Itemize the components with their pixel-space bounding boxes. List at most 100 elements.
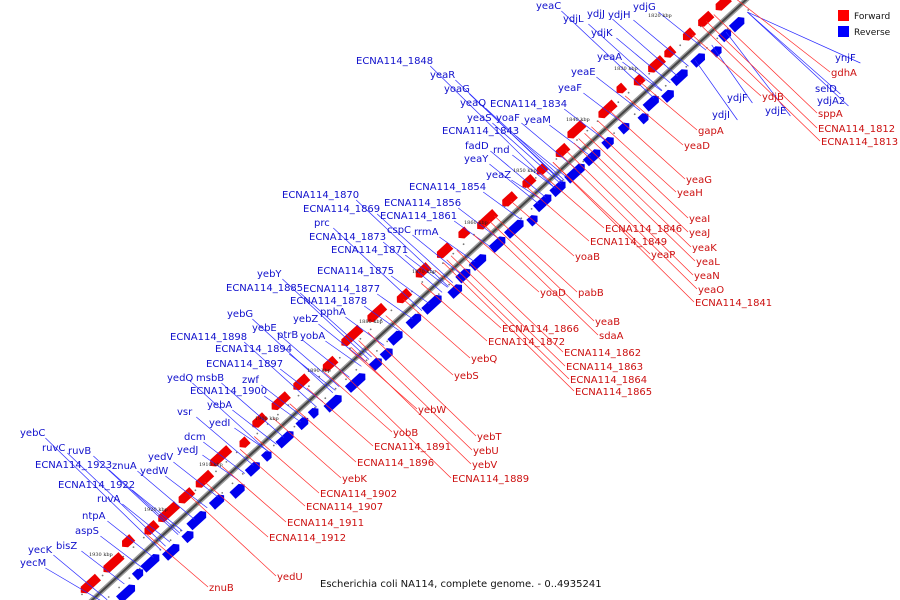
leader-line	[584, 132, 689, 233]
track-dot	[627, 91, 630, 94]
leader-line	[453, 220, 492, 248]
gene-label-yedu: yedU	[277, 572, 303, 583]
gene-label-ecna114-1878: ECNA114_1878	[290, 296, 367, 307]
track-dot	[132, 546, 135, 548]
track-dot	[169, 539, 172, 542]
leader-line	[345, 316, 385, 346]
legend-forward-label: Forward	[854, 12, 890, 22]
leader-line	[165, 475, 208, 509]
gene-label-znua: znuA	[112, 461, 137, 472]
gene-label-yebq: yebQ	[471, 354, 497, 365]
leader-line	[45, 567, 101, 600]
track-dot	[386, 340, 389, 343]
leader-line	[232, 409, 277, 445]
leader-line	[355, 199, 449, 287]
track-dot	[380, 319, 382, 321]
track-dot	[747, 9, 750, 11]
leader-line	[146, 534, 209, 588]
gene-label-yobb: yobB	[393, 428, 418, 439]
reverse-feature	[323, 394, 342, 413]
gene-label-yoab: yoaB	[575, 252, 600, 263]
track-dot	[520, 217, 523, 220]
gene-label-ydji: ydjI	[712, 110, 730, 121]
gene-label-yebc: yebC	[20, 428, 45, 439]
tick-label: 1840 kbp	[566, 117, 590, 123]
leader-line	[376, 293, 414, 320]
reverse-feature	[718, 29, 732, 43]
leader-line	[439, 236, 476, 263]
leader-line	[53, 554, 108, 600]
tick-label: 1830 kbp	[614, 66, 638, 72]
leader-line	[239, 449, 306, 507]
forward-feature	[477, 209, 499, 230]
gene-label-ecna114-1843: ECNA114_1843	[442, 126, 519, 137]
forward-feature	[633, 73, 646, 86]
gene-label-yebe: yebE	[252, 323, 277, 334]
gene-label-ruvb: ruvB	[68, 446, 91, 457]
gene-label-ecna114-1866: ECNA114_1866	[502, 324, 579, 335]
leader-line	[203, 441, 246, 474]
reverse-leader-lines	[45, 10, 861, 600]
track-dot	[128, 577, 131, 579]
reverse-feature	[208, 494, 225, 510]
gene-label-yeaj: yeaJ	[689, 228, 710, 239]
forward-feature	[252, 412, 269, 428]
forward-feature	[536, 163, 549, 175]
leader-line	[137, 470, 195, 520]
tick-label: 1860 kbp	[464, 220, 488, 226]
reverse-feature	[307, 408, 319, 419]
leader-line	[469, 93, 563, 183]
reverse-feature	[661, 89, 674, 103]
gene-label-gapa: gapA	[698, 126, 724, 137]
leader-line	[429, 65, 556, 189]
gene-label-ecna114-1865: ECNA114_1865	[575, 387, 652, 398]
gene-label-yeap: yeaP	[651, 250, 675, 261]
gene-label-yeah: yeaH	[677, 188, 703, 199]
leader-line	[560, 154, 698, 290]
reverse-feature	[261, 451, 272, 462]
leader-line	[93, 455, 179, 535]
gene-label-prc: prc	[314, 218, 330, 229]
gene-label-yeaq: yeaQ	[460, 98, 486, 109]
gene-label-ecna114-1900: ECNA114_1900	[190, 386, 267, 397]
reverse-feature	[162, 543, 180, 561]
gene-label-ydjh: ydjH	[608, 10, 631, 21]
leader-line	[318, 323, 367, 363]
track-dot	[633, 113, 636, 116]
leader-line	[382, 241, 443, 293]
tick-label: 1820 kbp	[648, 13, 672, 19]
leader-line	[457, 207, 500, 240]
leader-line	[552, 161, 695, 303]
forward-feature	[80, 573, 101, 594]
gene-label-ecna114-1897: ECNA114_1897	[206, 359, 283, 370]
gene-label-yeaa: yeaA	[597, 52, 622, 63]
gene-label-ruva: ruvA	[97, 494, 120, 505]
leader-line	[633, 19, 689, 67]
track-dot	[421, 281, 424, 283]
leader-line	[515, 135, 568, 178]
leader-line	[412, 234, 462, 275]
gene-label-ydje: ydjE	[765, 106, 786, 117]
track-dot	[345, 378, 347, 381]
gene-label-yebw: yebW	[418, 405, 446, 416]
gene-label-pabb: pabB	[578, 288, 604, 299]
reverse-feature	[690, 53, 705, 68]
leader-line	[691, 34, 762, 97]
reverse-feature	[455, 268, 471, 284]
leader-line	[234, 427, 269, 452]
leader-line	[333, 227, 423, 312]
leader-line	[376, 213, 454, 283]
gene-label-yoba: yobA	[300, 331, 325, 342]
track-dot	[256, 432, 259, 435]
reverse-feature	[405, 313, 422, 330]
forward-feature	[103, 552, 125, 573]
gene-label-yeak: yeaK	[692, 243, 717, 254]
gene-label-rnd: rnd	[493, 145, 510, 156]
gene-label-ecna114-1834: ECNA114_1834	[490, 99, 567, 110]
reverse-feature	[617, 122, 630, 135]
gene-label-ecna114-1911: ECNA114_1911	[287, 518, 364, 529]
gene-label-yedi: yedI	[209, 418, 230, 429]
reverse-feature	[186, 511, 207, 531]
track-dot	[555, 158, 558, 160]
track-dot	[101, 574, 104, 577]
